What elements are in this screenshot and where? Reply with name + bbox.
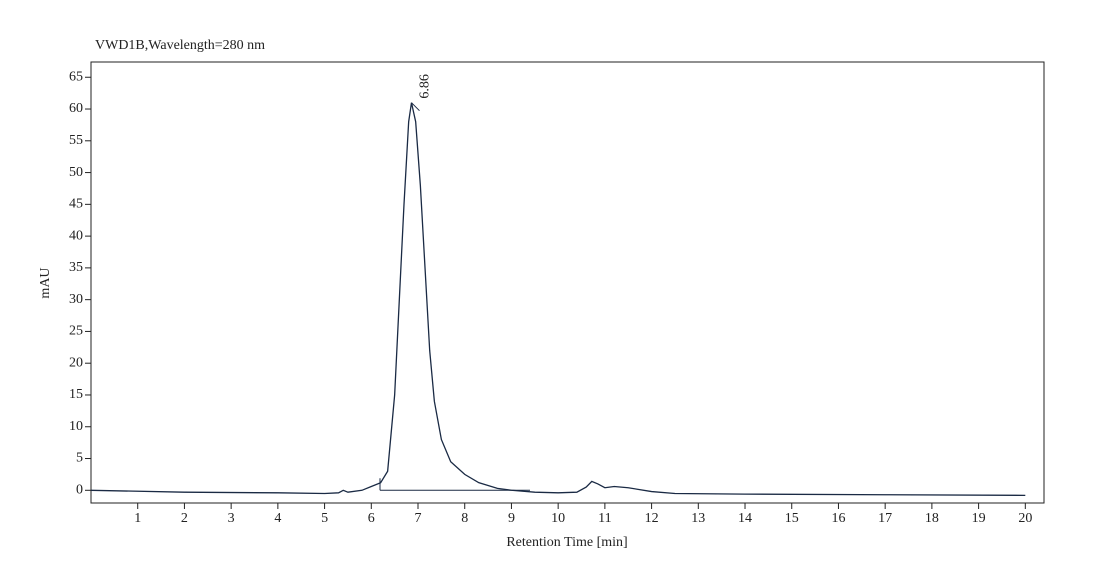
y-tick-label: 50 bbox=[69, 165, 83, 180]
y-tick-label: 30 bbox=[69, 292, 83, 307]
peak-tick bbox=[411, 102, 420, 112]
y-tick-label: 55 bbox=[69, 133, 83, 148]
x-tick-label: 18 bbox=[925, 511, 939, 526]
x-tick-label: 20 bbox=[1018, 511, 1032, 526]
y-tick-label: 20 bbox=[69, 355, 83, 370]
x-tick-label: 15 bbox=[785, 511, 799, 526]
chart-title: VWD1B,Wavelength=280 nm bbox=[95, 38, 265, 53]
y-tick-label: 0 bbox=[76, 483, 83, 498]
x-tick-label: 5 bbox=[321, 511, 328, 526]
x-tick-label: 2 bbox=[181, 511, 188, 526]
y-tick-label: 5 bbox=[76, 451, 83, 466]
x-tick-label: 4 bbox=[274, 511, 281, 526]
y-tick-label: 60 bbox=[69, 101, 83, 116]
peak-label: 6.86 bbox=[418, 74, 433, 99]
x-tick-label: 12 bbox=[645, 511, 659, 526]
x-tick-label: 1 bbox=[134, 511, 141, 526]
y-tick-label: 65 bbox=[69, 69, 83, 84]
x-tick-label: 10 bbox=[551, 511, 565, 526]
x-tick-label: 8 bbox=[461, 511, 468, 526]
x-tick-label: 17 bbox=[878, 511, 892, 526]
trace-line bbox=[90, 102, 1026, 497]
x-tick-label: 7 bbox=[415, 511, 422, 526]
x-tick-label: 9 bbox=[508, 511, 515, 526]
x-tick-label: 19 bbox=[972, 511, 986, 526]
x-tick-label: 14 bbox=[738, 511, 752, 526]
x-axis-label: Retention Time [min] bbox=[506, 535, 627, 550]
y-tick-label: 10 bbox=[69, 419, 83, 434]
x-tick-label: 13 bbox=[691, 511, 705, 526]
y-tick-label: 35 bbox=[69, 260, 83, 275]
y-tick-label: 15 bbox=[69, 387, 83, 402]
y-tick-label: 45 bbox=[69, 197, 83, 212]
x-tick-label: 3 bbox=[228, 511, 235, 526]
x-tick-label: 11 bbox=[598, 511, 611, 526]
y-tick-label: 40 bbox=[69, 228, 83, 243]
x-tick-label: 16 bbox=[831, 511, 845, 526]
y-tick-label: 25 bbox=[69, 324, 83, 339]
plot-frame bbox=[90, 61, 1045, 504]
y-axis-label: mAU bbox=[38, 267, 53, 298]
x-tick-label: 6 bbox=[368, 511, 375, 526]
